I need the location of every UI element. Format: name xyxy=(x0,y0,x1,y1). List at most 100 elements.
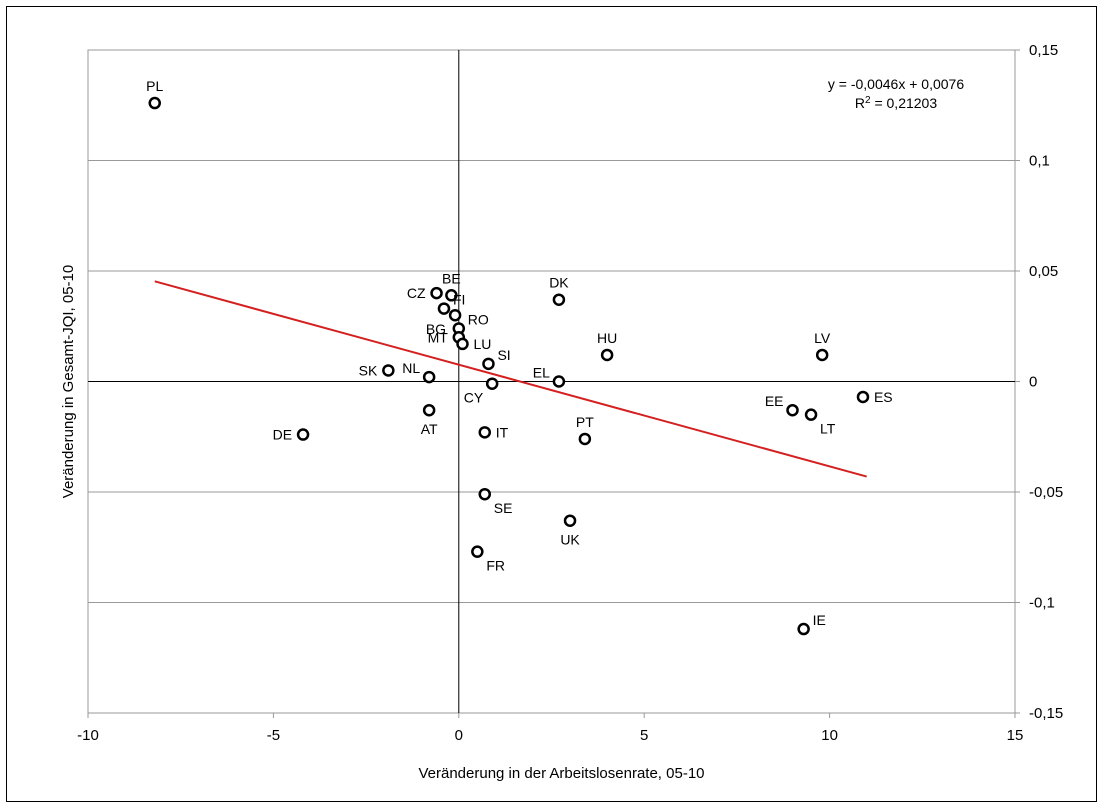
point-label: MT xyxy=(428,329,449,345)
data-point-si: SI xyxy=(482,347,511,371)
data-point-cy: CY xyxy=(464,377,499,406)
data-point-ie: IE xyxy=(797,612,826,636)
point-marker xyxy=(578,432,592,446)
point-label: LT xyxy=(820,421,836,437)
point-label: SK xyxy=(359,362,378,378)
data-point-lu: LU xyxy=(456,336,492,352)
data-point-hu: HU xyxy=(597,330,617,362)
x-axis-title: Veränderung in der Arbeitslosenrate, 05-… xyxy=(418,765,704,782)
r-squared-prefix: R xyxy=(855,95,865,111)
y-tick-label: 0,15 xyxy=(1029,42,1058,59)
point-marker xyxy=(296,428,310,441)
y-tick-label: 0 xyxy=(1029,374,1037,391)
point-marker xyxy=(856,390,870,404)
point-marker xyxy=(437,302,451,315)
point-marker xyxy=(563,514,577,527)
x-tick-label: 0 xyxy=(455,727,463,744)
data-point-fr: FR xyxy=(471,545,505,574)
point-label: SI xyxy=(497,347,510,363)
axes xyxy=(87,49,1020,718)
point-label: CZ xyxy=(407,285,426,301)
point-marker xyxy=(422,403,436,417)
data-point-lv: LV xyxy=(814,330,831,362)
x-tick-label: 15 xyxy=(1007,727,1024,744)
point-marker xyxy=(448,308,462,322)
point-label: IT xyxy=(496,424,509,440)
data-point-be: BE xyxy=(442,270,461,302)
y-tick-label: 0,05 xyxy=(1029,263,1058,280)
r-squared-text: R2 = 0,21203 xyxy=(855,95,937,112)
regression-equation: y = -0,0046x + 0,0076 R2 = 0,21203 xyxy=(828,76,964,111)
point-marker xyxy=(482,357,495,371)
point-marker xyxy=(552,375,566,388)
y-tick-label: -0,1 xyxy=(1029,595,1055,612)
data-point-nl: NL xyxy=(402,360,436,384)
y-tick-label: -0,15 xyxy=(1029,705,1063,722)
point-marker xyxy=(471,545,484,558)
trendline-group xyxy=(154,280,867,478)
gridlines xyxy=(87,49,1016,714)
point-label: AT xyxy=(421,421,438,437)
point-label: SE xyxy=(494,500,513,516)
point-label: FI xyxy=(453,292,465,308)
point-marker xyxy=(456,337,469,351)
point-marker xyxy=(815,348,829,362)
point-marker xyxy=(478,487,492,501)
tick-labels: 0,15 0,1 0,05 0 -0,05 -0,1 -0,15 -10 -5 0 5 10 15 xyxy=(77,42,1063,744)
point-label: PL xyxy=(146,78,163,94)
data-point-it: IT xyxy=(478,424,509,440)
point-label: UK xyxy=(560,532,580,548)
data-point-pt: PT xyxy=(576,414,594,446)
point-marker xyxy=(445,289,458,302)
point-label: BG xyxy=(426,321,446,337)
x-tick-label: -5 xyxy=(267,727,280,744)
point-label: ES xyxy=(874,389,893,405)
x-tick-label: -10 xyxy=(77,727,99,744)
point-marker xyxy=(485,377,499,390)
data-point-se: SE xyxy=(478,487,513,516)
point-label: BE xyxy=(442,270,461,286)
point-marker xyxy=(786,403,799,417)
data-point-lt: LT xyxy=(804,408,836,437)
point-marker xyxy=(797,622,810,636)
point-label: HU xyxy=(597,330,617,346)
data-point-cz: CZ xyxy=(407,285,443,301)
point-marker xyxy=(804,408,818,421)
r-squared-exponent: 2 xyxy=(865,95,871,106)
point-label: CY xyxy=(464,390,484,406)
point-label: RO xyxy=(468,311,489,327)
r-squared-value: = 0,21203 xyxy=(871,95,938,111)
equation-text: y = -0,0046x + 0,0076 xyxy=(828,76,964,92)
point-label: LU xyxy=(474,336,492,352)
x-tick-label: 10 xyxy=(821,727,838,744)
data-point-el: EL xyxy=(533,365,566,388)
point-marker xyxy=(600,348,614,362)
point-marker xyxy=(478,426,492,439)
data-point-uk: UK xyxy=(560,514,580,548)
data-point-ee: EE xyxy=(765,393,799,417)
point-marker xyxy=(552,293,566,306)
data-point-pl: PL xyxy=(146,78,164,110)
point-label: DE xyxy=(273,427,292,443)
y-tick-label: -0,05 xyxy=(1029,484,1063,501)
data-point-ro: RO xyxy=(452,311,489,335)
trendline xyxy=(154,280,867,478)
data-point-at: AT xyxy=(421,403,438,437)
point-label: FR xyxy=(486,558,505,574)
chart-frame xyxy=(6,6,1097,802)
y-tick-label: 0,1 xyxy=(1029,153,1050,170)
point-label: NL xyxy=(402,360,420,376)
point-label: PT xyxy=(576,414,594,430)
point-label: IE xyxy=(813,612,826,628)
data-point-bg: BG xyxy=(426,308,462,337)
data-points: PL DE SK NL AT CZ BE FI BG RO MT LU SI CY IT SE FR DK EL UK… xyxy=(146,78,893,636)
data-point-de: DE xyxy=(273,427,310,443)
data-point-es: ES xyxy=(856,389,893,405)
point-label: DK xyxy=(549,275,569,291)
data-point-fi: FI xyxy=(437,292,465,315)
data-point-sk: SK xyxy=(359,362,395,378)
y-axis-title: Veränderung in Gesamt-JQI, 05-10 xyxy=(60,265,77,498)
point-marker xyxy=(148,96,161,110)
point-label: EL xyxy=(533,365,550,381)
